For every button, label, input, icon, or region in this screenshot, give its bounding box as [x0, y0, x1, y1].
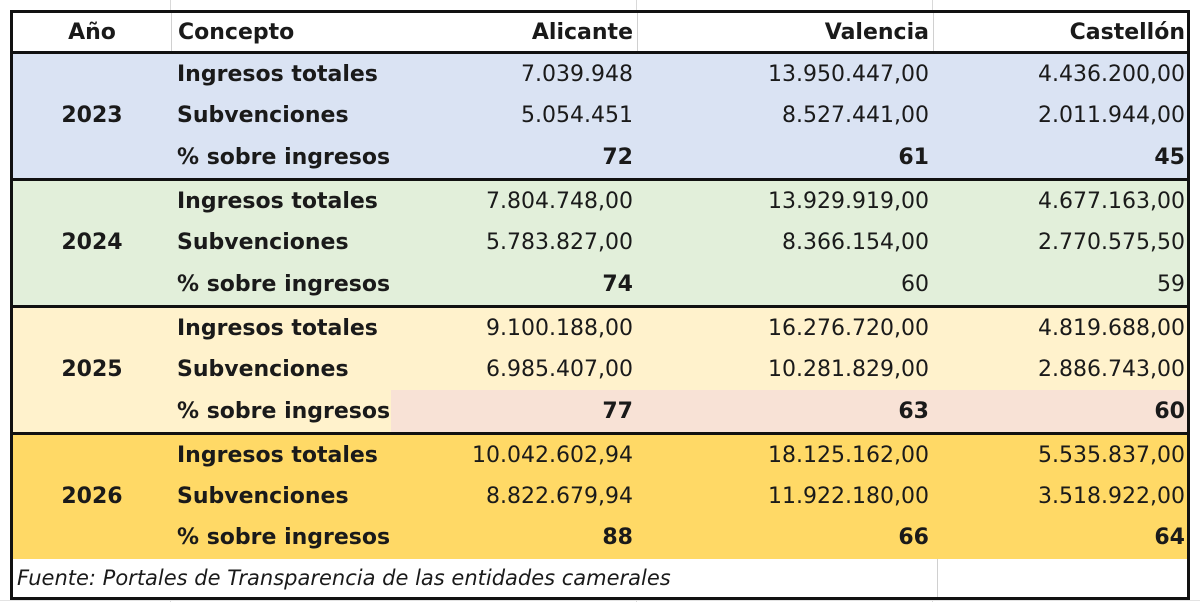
empty-cell[interactable]	[937, 558, 1187, 597]
header-valencia[interactable]: Valencia	[637, 13, 933, 51]
table-row: Subvenciones 5.783.827,00 8.366.154,00 2…	[13, 222, 1187, 263]
alicante-cell[interactable]: 74	[602, 271, 633, 297]
alicante-cell[interactable]: 8.822.679,94	[486, 484, 633, 510]
castellon-cell[interactable]: 45	[1154, 144, 1185, 170]
concept-cell[interactable]: Subvenciones	[177, 357, 349, 383]
alicante-cell[interactable]: 77	[391, 390, 637, 432]
concept-cell[interactable]: Subvenciones	[177, 230, 349, 256]
header-alicante[interactable]: Alicante	[531, 19, 633, 45]
castellon-cell[interactable]: 2.770.575,50	[1038, 230, 1185, 256]
year-group-2026: 2026 Ingresos totales 10.042.602,94 18.1…	[13, 434, 1187, 559]
concept-cell[interactable]: % sobre ingresos	[177, 144, 391, 170]
table-row: Subvenciones 5.054.451 8.527.441,00 2.01…	[13, 95, 1187, 136]
alicante-cell[interactable]: 9.100.188,00	[486, 315, 633, 341]
table-row: % sobre ingresos 77 63 60	[13, 390, 1187, 432]
valencia-cell[interactable]: 61	[898, 144, 929, 170]
table-row: Ingresos totales 7.039.948 13.950.447,00…	[13, 54, 1187, 95]
alicante-cell[interactable]: 5.054.451	[521, 103, 633, 129]
castellon-cell[interactable]: 5.535.837,00	[1038, 442, 1185, 468]
year-group-2023: 2023 Ingresos totales 7.039.948 13.950.4…	[13, 54, 1187, 181]
alicante-cell[interactable]: 10.042.602,94	[472, 442, 633, 468]
castellon-cell[interactable]: 4.677.163,00	[1038, 189, 1185, 215]
valencia-cell[interactable]: 13.929.919,00	[768, 189, 929, 215]
header-row: Año Concepto Alicante Valencia Castellón	[13, 13, 1187, 54]
sheet-gridline	[0, 600, 1200, 601]
castellon-cell[interactable]: 2.011.944,00	[1038, 103, 1185, 129]
castellon-cell[interactable]: 3.518.922,00	[1038, 484, 1185, 510]
valencia-cell[interactable]: 10.281.829,00	[768, 357, 929, 383]
year-cell[interactable]: 2026	[61, 484, 123, 510]
concept-cell[interactable]: Subvenciones	[177, 484, 349, 510]
concept-cell[interactable]: % sobre ingresos	[177, 398, 391, 424]
concept-cell[interactable]: Subvenciones	[177, 103, 349, 129]
concept-cell[interactable]: Ingresos totales	[177, 62, 378, 88]
castellon-cell[interactable]: 2.886.743,00	[1038, 357, 1185, 383]
alicante-cell[interactable]: 5.783.827,00	[486, 230, 633, 256]
valencia-cell[interactable]: 66	[898, 525, 929, 551]
year-cell[interactable]: 2025	[61, 357, 123, 383]
alicante-cell[interactable]: 7.804.748,00	[486, 189, 633, 215]
concept-cell[interactable]: % sobre ingresos	[177, 271, 391, 297]
valencia-cell[interactable]: 63	[637, 390, 933, 432]
concept-cell[interactable]: Ingresos totales	[177, 442, 378, 468]
source-note[interactable]: Fuente: Portales de Transparencia de las…	[17, 565, 671, 590]
table-row: Subvenciones 6.985.407,00 10.281.829,00 …	[13, 349, 1187, 390]
castellon-cell[interactable]: 59	[1157, 271, 1185, 297]
header-castellon[interactable]: Castellón	[933, 13, 1187, 51]
valencia-cell[interactable]: 18.125.162,00	[768, 442, 929, 468]
valencia-cell[interactable]: 60	[901, 271, 929, 297]
alicante-cell[interactable]: 7.039.948	[521, 62, 633, 88]
header-year[interactable]: Año	[68, 19, 116, 45]
castellon-cell[interactable]: 4.819.688,00	[1038, 315, 1185, 341]
table-row: Ingresos totales 10.042.602,94 18.125.16…	[13, 435, 1187, 476]
table-row: % sobre ingresos 72 61 45	[13, 137, 1187, 178]
table-row: % sobre ingresos 74 60 59	[13, 263, 1187, 304]
castellon-cell[interactable]: 4.436.200,00	[1038, 62, 1185, 88]
concept-cell[interactable]: % sobre ingresos	[177, 525, 391, 551]
year-group-2024: 2024 Ingresos totales 7.804.748,00 13.92…	[13, 180, 1187, 308]
concept-cell[interactable]: Ingresos totales	[177, 315, 378, 341]
valencia-cell[interactable]: 8.527.441,00	[782, 103, 929, 129]
table-row: Ingresos totales 7.804.748,00 13.929.919…	[13, 181, 1187, 222]
year-cell[interactable]: 2024	[61, 230, 123, 256]
alicante-cell[interactable]: 72	[602, 144, 633, 170]
table-row: % sobre ingresos 88 66 64	[13, 517, 1187, 558]
table-row: Subvenciones 8.822.679,94 11.922.180,00 …	[13, 476, 1187, 517]
year-cell[interactable]: 2023	[61, 103, 123, 129]
castellon-cell[interactable]: 64	[1154, 525, 1185, 551]
source-footer-row: Fuente: Portales de Transparencia de las…	[13, 558, 1187, 597]
alicante-cell[interactable]: 6.985.407,00	[486, 357, 633, 383]
year-group-2025: 2025 Ingresos totales 9.100.188,00 16.27…	[13, 307, 1187, 435]
data-table: Año Concepto Alicante Valencia Castellón…	[10, 10, 1190, 600]
valencia-cell[interactable]: 8.366.154,00	[782, 230, 929, 256]
castellon-cell[interactable]: 60	[933, 390, 1187, 432]
valencia-cell[interactable]: 11.922.180,00	[768, 484, 929, 510]
header-concept[interactable]: Concepto	[171, 13, 391, 51]
valencia-cell[interactable]: 16.276.720,00	[768, 315, 929, 341]
table-row: Ingresos totales 9.100.188,00 16.276.720…	[13, 308, 1187, 349]
valencia-cell[interactable]: 13.950.447,00	[768, 62, 929, 88]
concept-cell[interactable]: Ingresos totales	[177, 189, 378, 215]
alicante-cell[interactable]: 88	[602, 525, 633, 551]
